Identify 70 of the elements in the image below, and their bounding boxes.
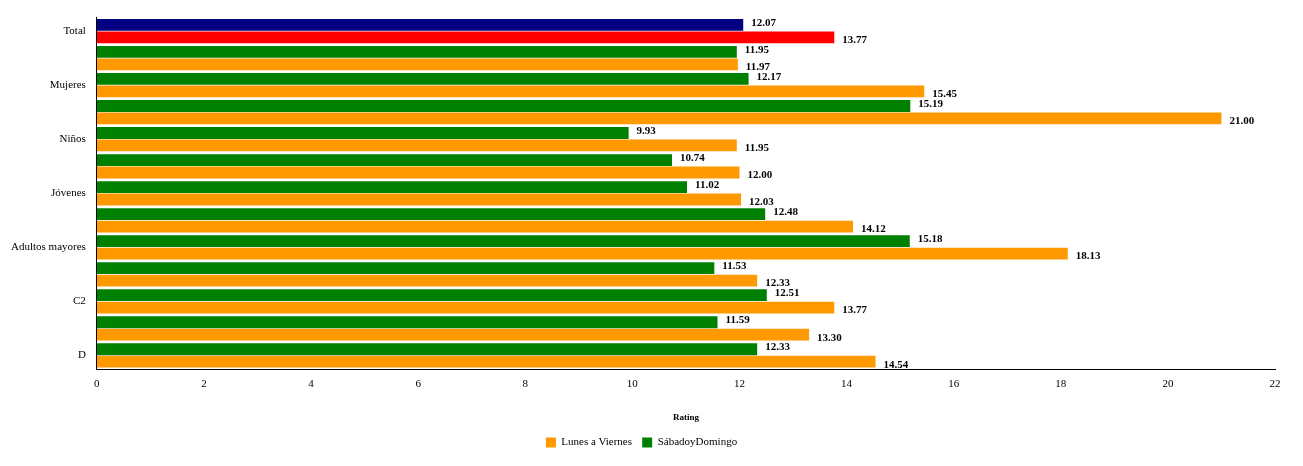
bar — [96, 85, 925, 98]
x-tick-label: 16 — [948, 377, 960, 390]
x-tick-label: 12 — [733, 377, 745, 390]
data-label: 13.30 — [817, 330, 843, 343]
x-tick-label: 2 — [201, 377, 207, 390]
bar — [96, 139, 737, 152]
x-tick-label: 14 — [841, 377, 853, 390]
x-tick-label: 0 — [94, 377, 101, 390]
data-label: 14.12 — [861, 222, 887, 235]
data-label: 11.02 — [695, 177, 720, 190]
bar — [96, 220, 854, 233]
y-tick-label: Total — [63, 24, 86, 37]
bar — [96, 193, 742, 206]
data-label: 13.77 — [842, 33, 868, 46]
bar — [96, 166, 740, 179]
x-tick-label: 22 — [1269, 377, 1281, 390]
data-label: 14.54 — [883, 357, 909, 370]
bar — [96, 274, 758, 287]
bar — [96, 154, 672, 166]
bar — [96, 355, 876, 368]
x-tick-label: 20 — [1162, 377, 1174, 390]
bar — [96, 31, 835, 44]
data-label: 18.13 — [1075, 249, 1101, 262]
bar — [96, 208, 766, 221]
bar — [96, 328, 810, 341]
x-axis-title: Rating — [672, 411, 700, 422]
data-label: 13.77 — [842, 303, 868, 316]
data-label: 11.95 — [744, 42, 770, 55]
data-label: 10.74 — [680, 150, 706, 163]
bar — [96, 127, 629, 139]
x-tick-label: 8 — [522, 377, 529, 390]
bar — [96, 46, 737, 58]
data-label: 11.59 — [725, 313, 751, 326]
bar — [96, 112, 1222, 125]
legend-label: SábadoyDomingo — [657, 435, 738, 448]
data-label: 12.51 — [774, 286, 800, 299]
data-label: 9.93 — [636, 123, 657, 136]
x-tick-label: 6 — [415, 377, 422, 390]
data-label: 12.33 — [765, 340, 791, 353]
x-tick-label: 10 — [626, 377, 639, 390]
legend-label: Lunes a Viernes — [561, 435, 632, 448]
y-tick-label: D — [77, 348, 86, 361]
data-label: 12.03 — [749, 195, 775, 208]
bar — [96, 262, 715, 275]
data-label: 21.00 — [1229, 114, 1255, 127]
data-label: 15.18 — [917, 231, 944, 244]
bar — [96, 73, 749, 85]
data-label: 12.07 — [751, 15, 777, 28]
bar — [96, 301, 835, 314]
bar — [96, 316, 718, 329]
y-tick-label: Adultos mayores — [10, 240, 86, 253]
bar — [96, 247, 1068, 260]
bar — [96, 289, 767, 302]
bar — [96, 235, 910, 248]
bar — [96, 58, 738, 71]
x-tick-label: 18 — [1055, 377, 1067, 390]
bar — [96, 100, 911, 112]
bar — [96, 18, 744, 31]
data-label: 12.48 — [773, 204, 799, 217]
data-label: 11.53 — [722, 259, 747, 272]
x-tick-label: 4 — [308, 377, 315, 390]
y-tick-label: Jóvenes — [51, 186, 86, 199]
bar — [96, 343, 758, 356]
data-label: 12.00 — [747, 168, 773, 181]
y-tick-label: C2 — [73, 294, 86, 307]
bar — [96, 181, 687, 193]
data-label: 12.33 — [765, 276, 791, 289]
y-tick-label: Niños — [59, 132, 86, 145]
y-tick-label: Mujeres — [49, 78, 86, 91]
data-label: 11.95 — [744, 141, 770, 154]
